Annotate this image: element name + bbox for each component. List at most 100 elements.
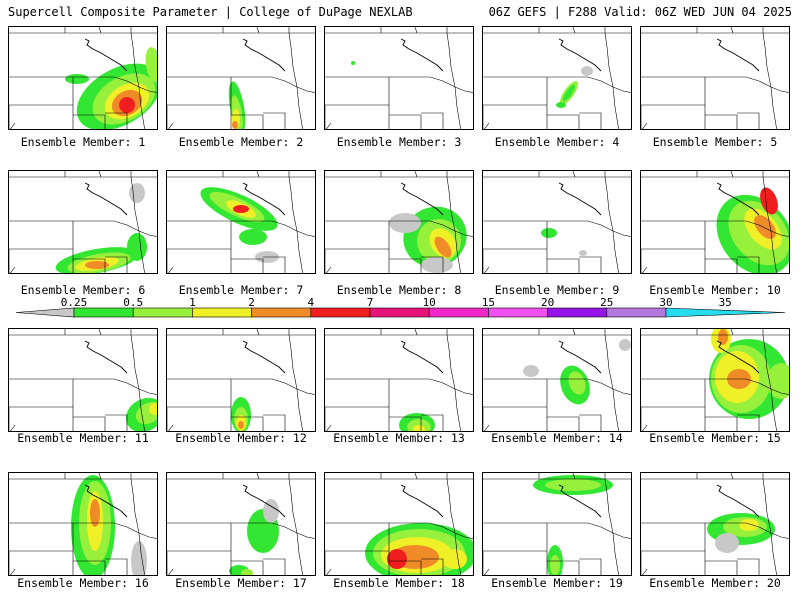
state-border [98, 27, 102, 34]
scp-contour [579, 250, 587, 256]
scp-contour [541, 228, 557, 238]
scp-contour [545, 479, 601, 491]
river-line [84, 340, 128, 374]
legend-tick-label: 7 [367, 298, 374, 309]
state-border [231, 114, 264, 129]
scp-contour [767, 363, 789, 399]
scp-contour [119, 97, 135, 113]
state-border [770, 532, 777, 575]
state-border [105, 414, 128, 431]
page-title: Supercell Composite Parameter | College … [8, 5, 413, 19]
scp-contour [85, 261, 109, 269]
state-border [483, 220, 631, 237]
state-border [414, 473, 418, 480]
legend-arrow-high [665, 307, 786, 318]
state-border [10, 122, 16, 129]
scp-contour [389, 213, 421, 233]
state-border [325, 220, 473, 237]
state-border [762, 329, 772, 390]
river-line [558, 182, 602, 216]
scp-contour [90, 499, 100, 527]
state-border [105, 112, 128, 129]
state-border [705, 258, 738, 273]
state-border [168, 122, 174, 129]
scp-contour [351, 61, 355, 65]
member-label: Ensemble Member: 18 [333, 576, 465, 590]
state-border [642, 122, 648, 129]
state-border [642, 266, 648, 273]
state-border [641, 378, 789, 395]
state-border [421, 414, 444, 431]
member-label: Ensemble Member: 15 [649, 431, 781, 445]
state-border [105, 256, 128, 273]
state-border [256, 329, 260, 336]
river-line [84, 182, 128, 216]
scp-contour [233, 205, 249, 213]
state-border [483, 378, 631, 395]
state-border [389, 258, 422, 273]
state-border [98, 329, 102, 336]
state-border [256, 27, 260, 34]
state-border [642, 568, 648, 575]
state-border [421, 256, 444, 273]
member-label: Ensemble Member: 1 [20, 135, 146, 149]
state-border [454, 532, 461, 575]
state-border [256, 171, 260, 178]
state-border [167, 76, 315, 93]
member-label: Ensemble Member: 10 [649, 283, 781, 297]
state-border [389, 416, 422, 431]
legend-swatch [310, 307, 371, 318]
legend-tick-label: 4 [307, 298, 314, 309]
state-border [579, 414, 602, 431]
state-border [10, 424, 16, 431]
legend-tick-label: 0.25 [61, 298, 88, 309]
state-border [9, 378, 157, 395]
river-line [558, 484, 602, 518]
state-border [288, 473, 298, 534]
state-border [770, 388, 777, 431]
member-map-11 [8, 328, 158, 432]
state-border [389, 560, 422, 575]
state-border [9, 522, 157, 539]
state-border [572, 27, 576, 34]
state-border [263, 256, 286, 273]
state-border [547, 416, 580, 431]
state-border [484, 424, 490, 431]
state-border [10, 568, 16, 575]
state-border [579, 256, 602, 273]
member-label: Ensemble Member: 14 [491, 431, 623, 445]
scp-contour [434, 236, 452, 258]
state-border [737, 112, 760, 129]
state-border [263, 558, 286, 575]
scp-contour [550, 555, 560, 575]
member-map-14 [482, 328, 632, 432]
legend-swatch [606, 307, 667, 318]
river-line [242, 182, 286, 216]
state-border [231, 258, 264, 273]
legend-swatch [73, 307, 134, 318]
state-border [389, 114, 422, 129]
member-map-17 [166, 472, 316, 576]
river-line [716, 484, 760, 518]
state-border [421, 112, 444, 129]
legend-tick-label: 1 [189, 298, 196, 309]
state-border [484, 568, 490, 575]
river-line [84, 484, 128, 518]
state-border [737, 256, 760, 273]
state-border [256, 473, 260, 480]
state-border [167, 522, 315, 539]
state-border [73, 560, 106, 575]
state-border [446, 171, 456, 232]
state-border [288, 27, 298, 88]
scp-contour [127, 233, 147, 261]
state-border [737, 414, 760, 431]
member-label: Ensemble Member: 5 [652, 135, 778, 149]
state-border [446, 329, 456, 390]
scp-contour [131, 541, 147, 575]
state-border [446, 27, 456, 88]
state-border [326, 122, 332, 129]
state-border [9, 76, 157, 93]
scp-contour [232, 121, 238, 129]
state-border [730, 329, 734, 336]
river-line [84, 38, 128, 72]
